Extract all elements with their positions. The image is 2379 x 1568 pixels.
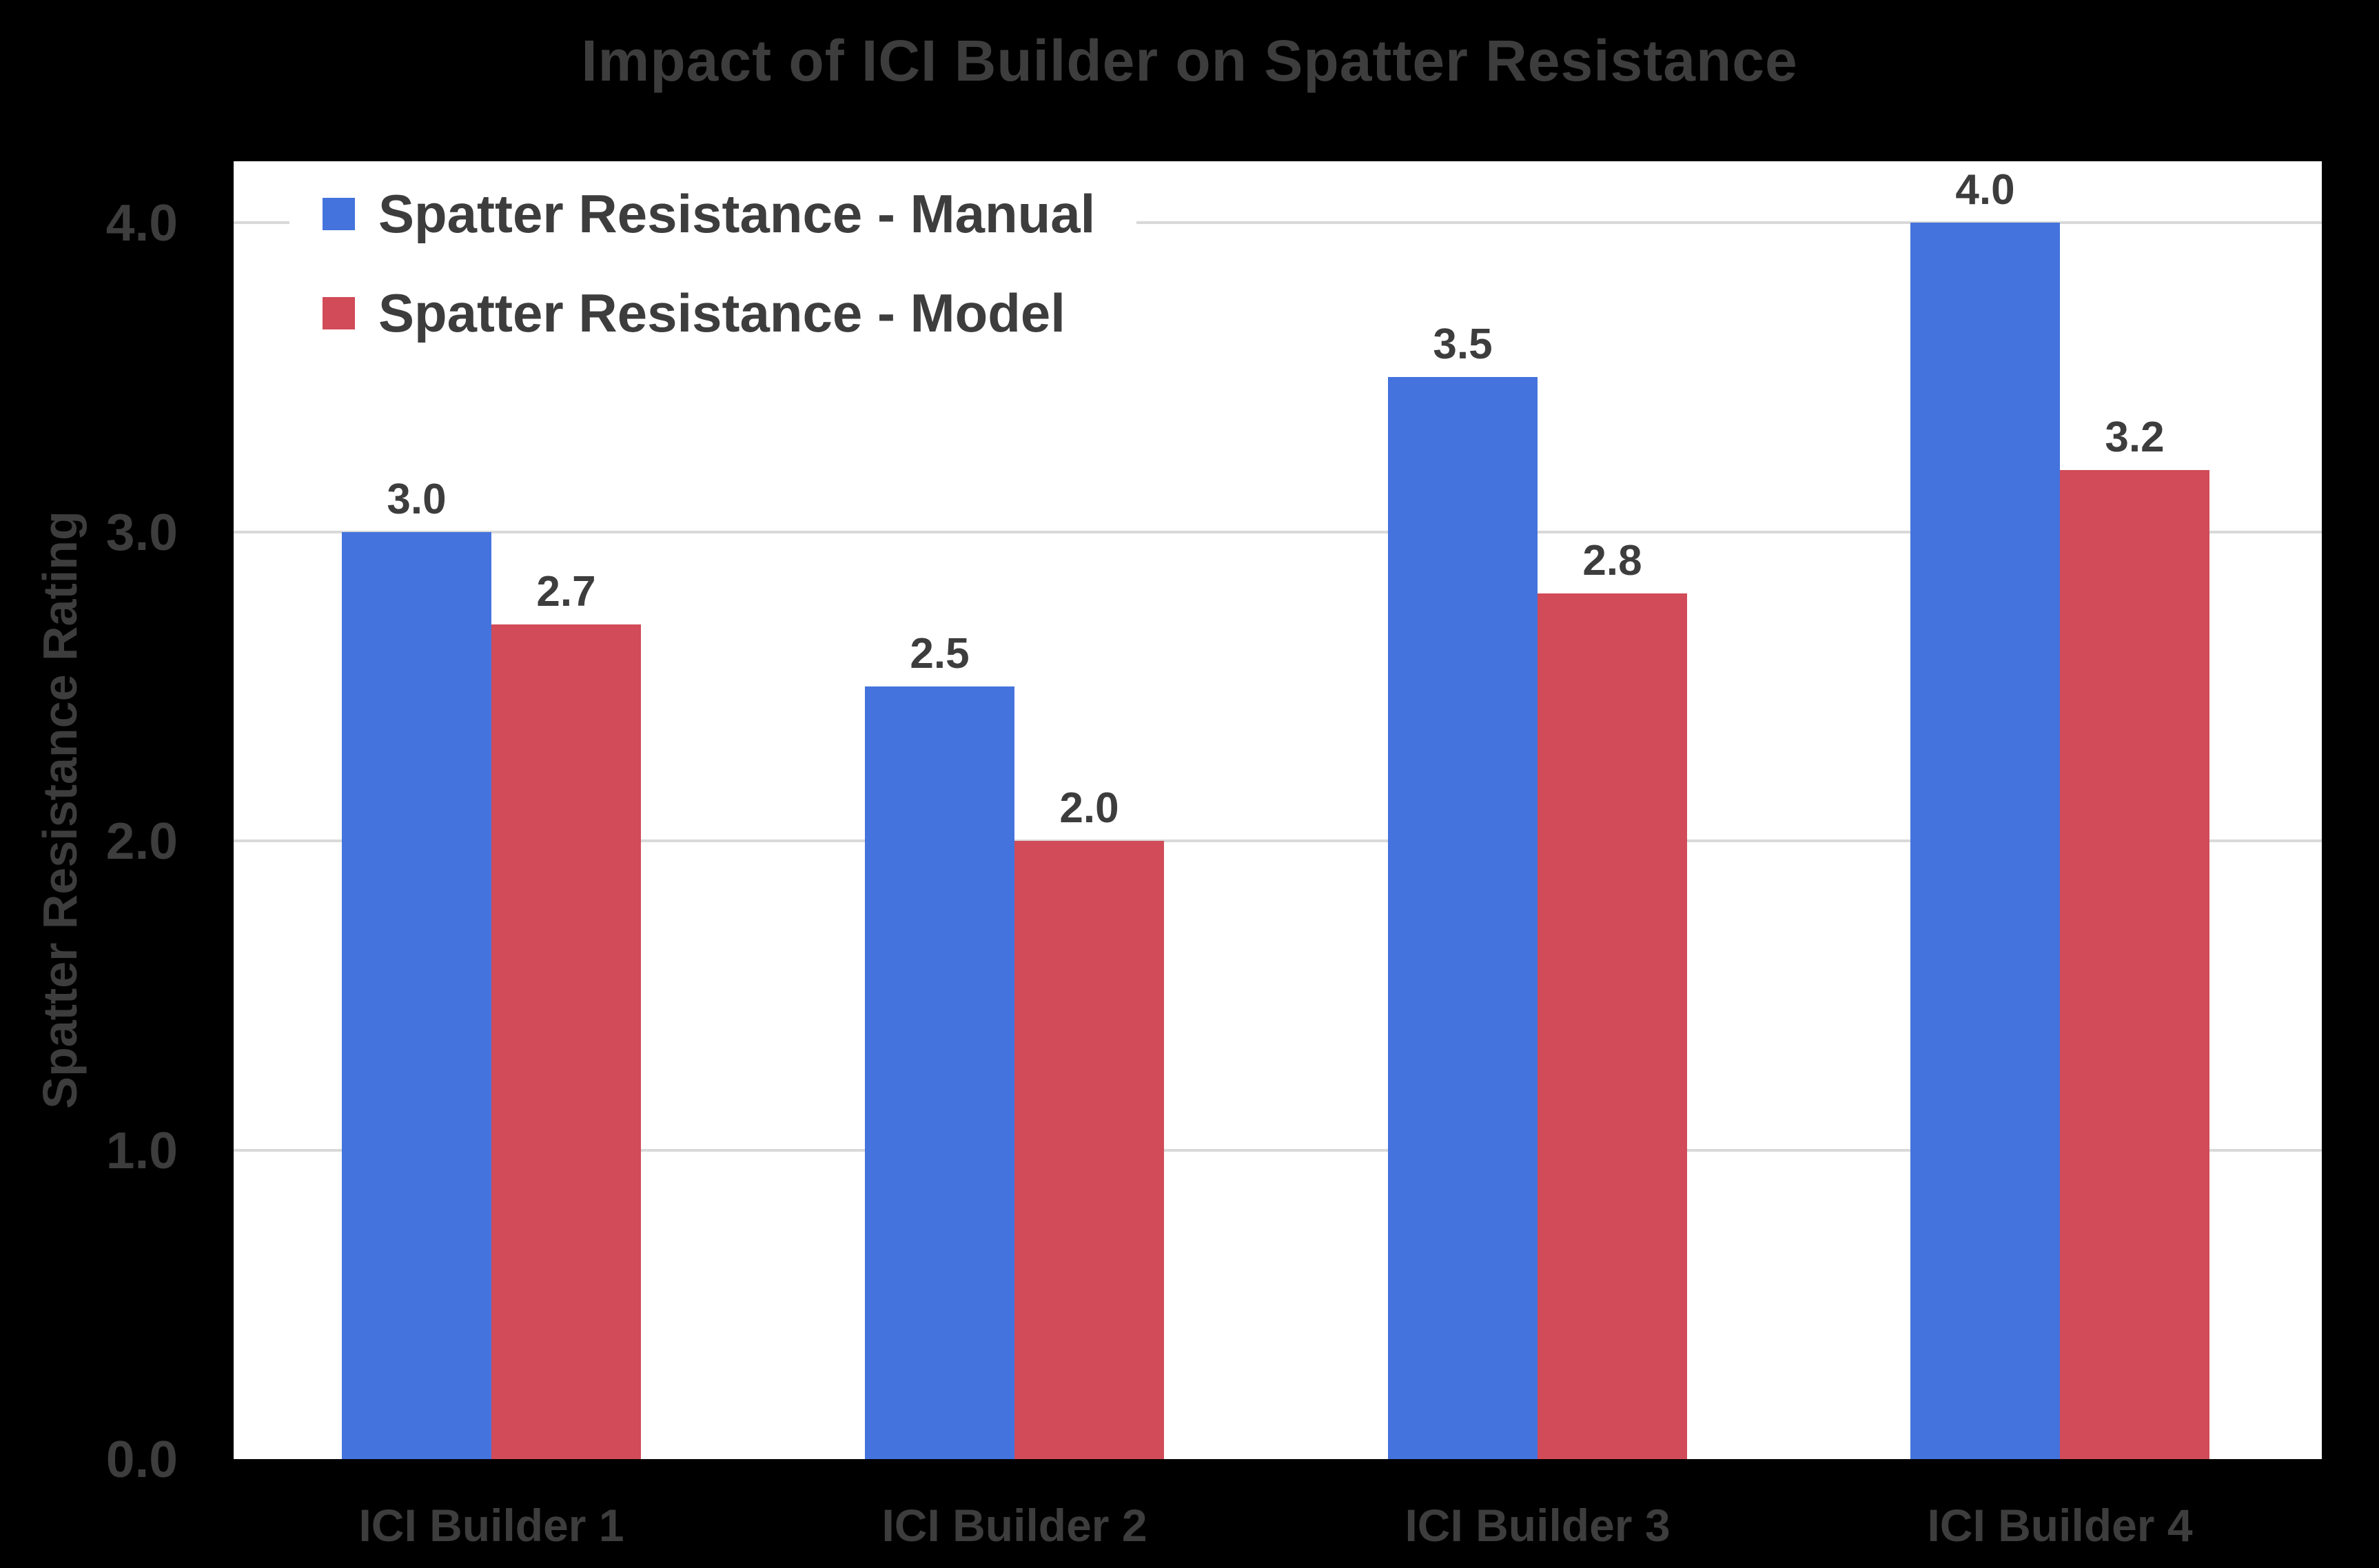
y-tick-label-1.0: 1.0 <box>105 1121 178 1179</box>
x-axis-label-1: ICI Builder 1 <box>358 1500 624 1551</box>
legend-label-model: Spatter Resistance - Model <box>378 283 1065 343</box>
legend-item-manual: Spatter Resistance - Manual <box>323 187 1095 241</box>
bar-value-label-manual-group4: 4.0 <box>1955 166 2015 214</box>
legend-label-manual: Spatter Resistance - Manual <box>378 183 1096 244</box>
gridline-1.0 <box>234 1148 2322 1152</box>
bar-manual-group3 <box>1388 377 1538 1459</box>
bar-value-label-model-group4: 3.2 <box>2105 413 2165 461</box>
chart-title: Impact of ICI Builder on Spatter Resista… <box>581 28 1798 93</box>
legend-item-model: Spatter Resistance - Model <box>323 286 1095 340</box>
bar-value-label-model-group2: 2.0 <box>1059 784 1119 832</box>
bar-value-label-model-group1: 2.7 <box>536 568 596 616</box>
y-tick-label-0.0: 0.0 <box>105 1430 178 1488</box>
x-axis-label-3: ICI Builder 3 <box>1405 1500 1671 1551</box>
y-tick-label-4.0: 4.0 <box>105 194 178 252</box>
bar-value-label-model-group3: 2.8 <box>1582 537 1642 585</box>
gridline-4.0 <box>234 221 2322 224</box>
plot-area: Spatter Resistance - Manual Spatter Resi… <box>234 161 2322 1459</box>
y-axis-title: Spatter Resistance Rating <box>33 511 87 1109</box>
bar-value-label-manual-group1: 3.0 <box>387 475 447 523</box>
bar-value-label-manual-group2: 2.5 <box>910 629 970 678</box>
legend-swatch-model <box>323 296 355 329</box>
legend-swatch-manual <box>323 197 355 230</box>
legend: Spatter Resistance - Manual Spatter Resi… <box>289 176 1137 359</box>
x-axis-label-4: ICI Builder 4 <box>1927 1500 2193 1551</box>
y-tick-label-3.0: 3.0 <box>105 502 178 561</box>
x-axis-label-2: ICI Builder 2 <box>881 1500 1147 1551</box>
bar-manual-group1 <box>342 531 491 1459</box>
bar-model-group1 <box>491 624 641 1459</box>
bar-model-group2 <box>1014 841 1164 1459</box>
gridline-2.0 <box>234 839 2322 842</box>
bar-manual-group4 <box>1910 223 2060 1459</box>
bar-value-label-manual-group3: 3.5 <box>1433 320 1493 369</box>
bar-model-group3 <box>1538 593 1687 1459</box>
gridline-3.0 <box>234 530 2322 533</box>
bar-manual-group2 <box>865 686 1014 1459</box>
bar-model-group4 <box>2060 469 2209 1459</box>
y-tick-label-2.0: 2.0 <box>105 812 178 870</box>
